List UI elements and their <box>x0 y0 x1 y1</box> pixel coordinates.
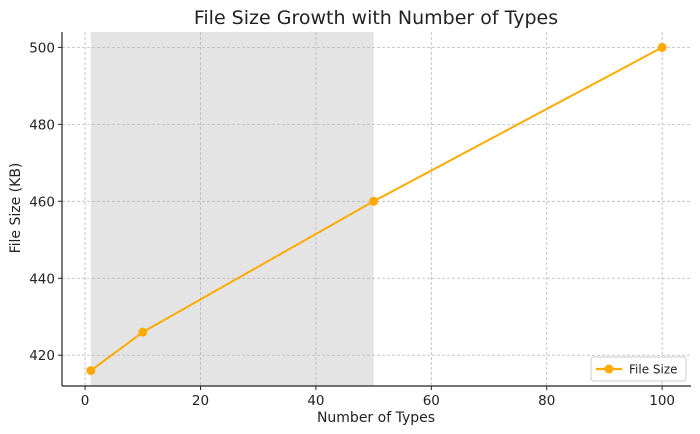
plot-area: 0 20 40 60 80 100 420 440 460 480 500 <box>29 32 691 409</box>
data-point-0-0 <box>86 366 96 376</box>
y-tick-label-480: 480 <box>29 117 55 133</box>
data-point-0-2 <box>369 196 379 206</box>
x-tick-label-100: 100 <box>649 393 675 409</box>
series-line-0 <box>90 46 663 372</box>
x-tick-label-40: 40 <box>307 393 324 409</box>
y-tick-label-440: 440 <box>29 271 55 287</box>
legend-label-file-size: File Size <box>629 363 678 377</box>
data-point-0-3 <box>657 42 667 52</box>
data-point-0-1 <box>138 327 148 337</box>
chart-title: File Size Growth with Number of Types <box>194 7 558 29</box>
legend: File Size <box>590 356 687 382</box>
grid-lines <box>62 32 691 386</box>
shaded-region <box>90 32 374 386</box>
x-axis-label: Number of Types <box>317 410 435 426</box>
y-tick-label-420: 420 <box>29 348 55 364</box>
y-tick-label-460: 460 <box>29 194 55 210</box>
x-tick-label-20: 20 <box>192 393 209 409</box>
legend-marker-file-size <box>604 364 614 374</box>
y-axis-ticks: 420 440 460 480 500 <box>29 40 62 364</box>
y-tick-label-500: 500 <box>29 40 55 56</box>
series-layer <box>86 42 667 376</box>
y-axis-label: File Size (KB) <box>8 163 24 254</box>
x-tick-label-80: 80 <box>538 393 555 409</box>
x-tick-label-60: 60 <box>423 393 440 409</box>
legend-box <box>590 356 687 382</box>
x-axis-ticks: 0 20 40 60 80 100 <box>81 386 675 409</box>
x-tick-label-0: 0 <box>81 393 90 409</box>
